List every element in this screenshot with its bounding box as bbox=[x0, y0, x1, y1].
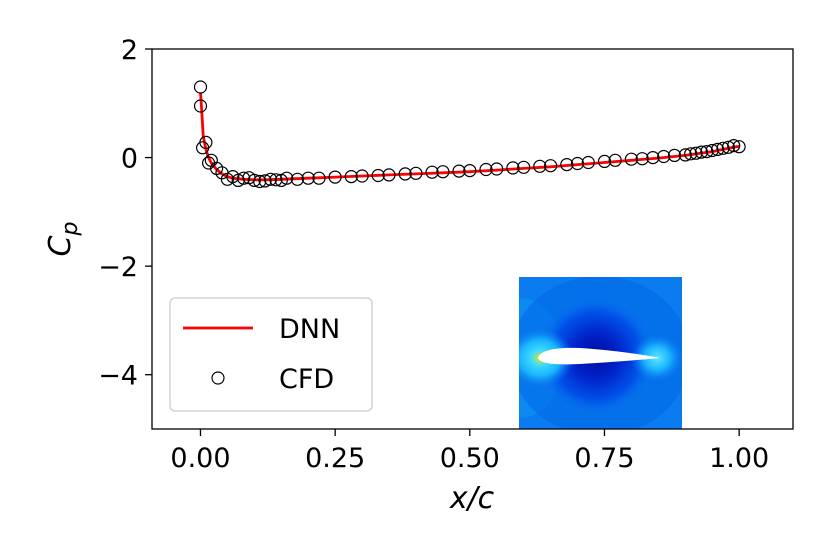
legend-box bbox=[169, 297, 373, 412]
cfd-point bbox=[193, 80, 208, 94]
cfd-point bbox=[258, 174, 272, 188]
cfd-point bbox=[732, 140, 746, 154]
x-tick-label: 1.00 bbox=[709, 443, 769, 474]
cfd-point bbox=[533, 159, 547, 173]
cfd-point bbox=[678, 148, 692, 162]
cfd-point bbox=[479, 162, 493, 177]
cfd-point bbox=[710, 142, 725, 156]
x-tick-label: 0.25 bbox=[305, 443, 365, 474]
cfd-point bbox=[371, 168, 385, 183]
tick-layer: 0.00 0.25 0.50 0.75 1.00 2 0 −2 −4 bbox=[98, 35, 769, 474]
svg-text:Cp: Cp bbox=[43, 222, 83, 257]
cfd-point bbox=[344, 170, 358, 184]
cfd-point bbox=[597, 154, 612, 168]
y-axis-title: Cp bbox=[43, 222, 83, 257]
y-axis-title-sub: p bbox=[58, 222, 83, 237]
legend-dnn-label: DNN bbox=[279, 314, 340, 345]
series-dnn-line bbox=[199, 92, 740, 182]
cfd-point bbox=[425, 165, 439, 179]
axes-frame bbox=[151, 48, 794, 430]
y-tick-label: −4 bbox=[98, 361, 138, 392]
cfd-point bbox=[452, 164, 466, 178]
cfd-point bbox=[560, 158, 574, 172]
cfd-point bbox=[193, 99, 208, 113]
y-tick-label: 2 bbox=[121, 35, 138, 66]
cfd-point bbox=[382, 168, 396, 182]
cfd-point bbox=[506, 161, 520, 175]
cfd-point bbox=[608, 153, 622, 167]
cfd-point bbox=[328, 170, 342, 184]
cfd-point bbox=[247, 173, 261, 187]
legend: DNN CFD bbox=[169, 297, 373, 412]
cfd-point bbox=[274, 173, 288, 187]
cfd-point bbox=[700, 145, 714, 159]
cfd-point bbox=[312, 171, 326, 185]
cfd-point bbox=[727, 139, 741, 153]
cfd-point bbox=[624, 152, 639, 166]
cfd-point bbox=[398, 167, 412, 181]
cfd-point bbox=[657, 149, 671, 164]
x-axis-title: x/c bbox=[449, 481, 495, 516]
legend-cfd-label: CFD bbox=[279, 364, 334, 395]
cfd-point bbox=[517, 160, 531, 174]
cfd-point bbox=[667, 148, 682, 162]
cfd-point bbox=[199, 135, 213, 149]
cfd-point bbox=[436, 165, 450, 179]
cfd-point bbox=[269, 173, 283, 187]
cfd-point bbox=[237, 171, 251, 185]
x-tick-label: 0.50 bbox=[440, 443, 500, 474]
pressure-contour-inset bbox=[519, 277, 682, 429]
cfd-point bbox=[581, 155, 595, 170]
cfd-point bbox=[635, 152, 649, 166]
cfd-point bbox=[409, 166, 423, 180]
cfd-point bbox=[463, 164, 477, 178]
cfd-point bbox=[705, 143, 719, 158]
cfd-point bbox=[646, 151, 660, 165]
cfd-point bbox=[355, 169, 369, 183]
x-tick-label: 0.75 bbox=[574, 443, 634, 474]
cfd-point bbox=[721, 140, 736, 154]
cfd-point bbox=[543, 159, 558, 173]
airfoil-shape bbox=[538, 347, 660, 365]
cfd-point bbox=[689, 146, 703, 160]
cfd-point bbox=[490, 162, 504, 176]
cfd-point bbox=[694, 145, 709, 159]
cfd-point bbox=[263, 172, 278, 186]
cfd-point bbox=[253, 174, 267, 189]
cfd-point bbox=[290, 172, 304, 186]
cfd-point bbox=[570, 156, 585, 171]
cfd-point bbox=[280, 171, 294, 185]
y-tick-label: −2 bbox=[98, 252, 138, 283]
cfd-point bbox=[301, 171, 315, 185]
legend-cfd-swatch bbox=[211, 371, 225, 385]
cfd-point bbox=[684, 147, 698, 161]
plot-area bbox=[193, 80, 746, 189]
x-tick-label: 0.00 bbox=[170, 443, 230, 474]
y-axis-title-main: C bbox=[43, 235, 78, 256]
y-tick-label: 0 bbox=[121, 144, 138, 175]
